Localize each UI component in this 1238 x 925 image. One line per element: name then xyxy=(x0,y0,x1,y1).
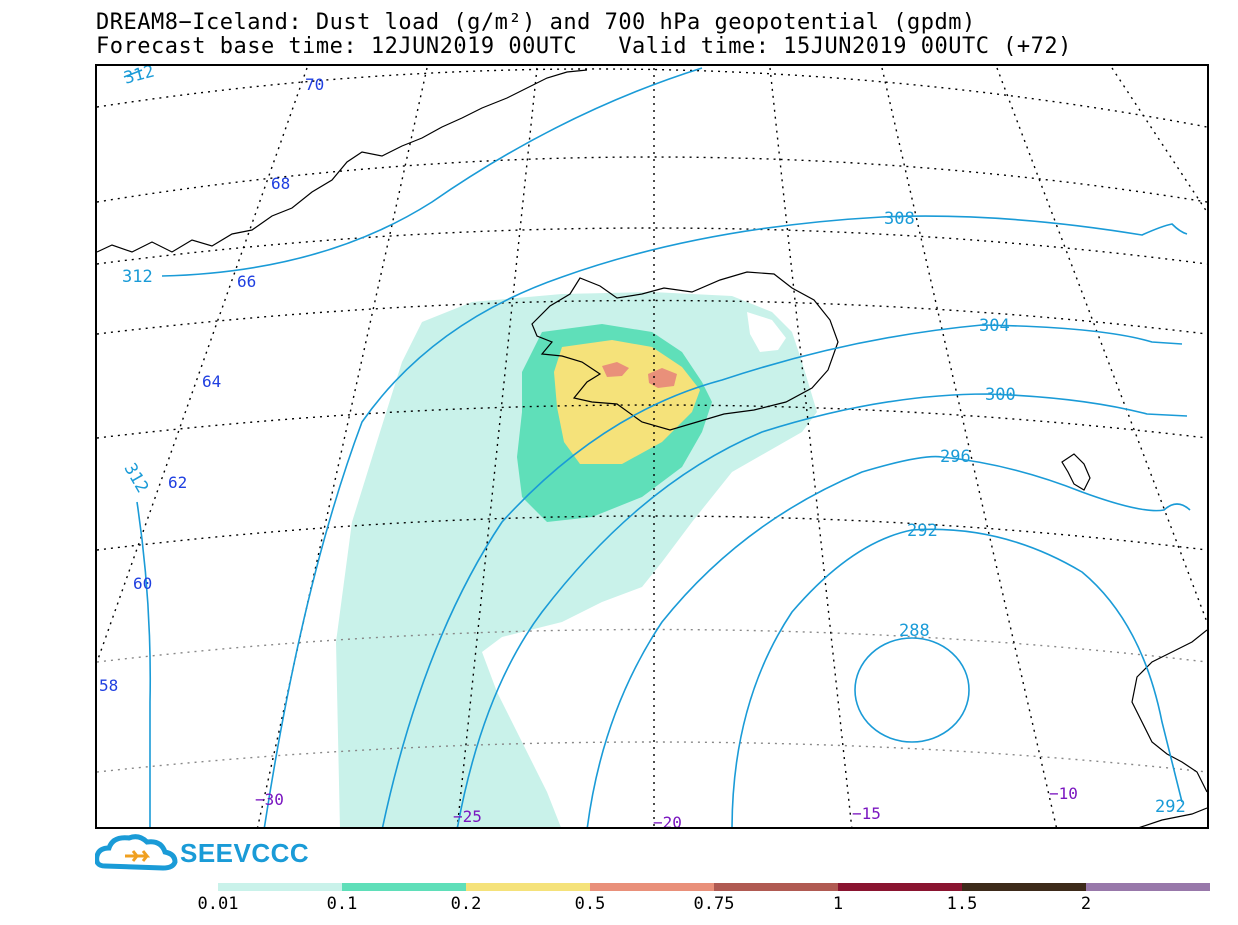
longitude-labels: −30 −25 −20 −15 −10 xyxy=(255,784,1078,827)
coastlines xyxy=(97,69,1207,827)
geopotential-contours xyxy=(123,67,1191,827)
lat-label: 64 xyxy=(202,372,221,391)
colorbar-label: 0.01 xyxy=(197,894,239,914)
colorbar-segment xyxy=(838,883,962,891)
dust-shading xyxy=(336,292,817,827)
colorbar-segment xyxy=(1086,883,1210,891)
colorbar-segment xyxy=(714,883,838,891)
lon-label: −30 xyxy=(255,790,284,809)
contour-296 xyxy=(586,455,1191,827)
contour-304 xyxy=(381,324,1183,827)
geo-label: 304 xyxy=(979,316,1010,336)
colorbar-segment xyxy=(218,883,342,891)
colorbar-label: 1.5 xyxy=(946,894,978,914)
dust-clear-hole xyxy=(747,312,786,352)
lon-label: −15 xyxy=(852,804,881,823)
colorbar-segment xyxy=(466,883,590,891)
lat-label: 58 xyxy=(99,676,118,695)
colorbar-label: 0.1 xyxy=(326,894,358,914)
colorbar-label: 0.75 xyxy=(693,894,735,914)
legend-colorbar xyxy=(218,883,1210,891)
contour-312-north xyxy=(161,67,703,277)
geo-label: 312 xyxy=(122,66,157,89)
geo-label: 312 xyxy=(120,460,153,497)
geo-label: 296 xyxy=(940,447,971,467)
map-panel: 312 312 312 308 304 300 296 292 288 292 … xyxy=(95,64,1209,829)
geo-label: 312 xyxy=(122,267,153,287)
dust-region-05b xyxy=(648,368,677,388)
colorbar-label: 2 xyxy=(1080,894,1092,914)
greenland-coast xyxy=(97,69,588,253)
geo-label: 288 xyxy=(899,621,930,641)
lon-label: −20 xyxy=(653,813,682,827)
contour-312-west xyxy=(136,501,152,827)
geo-label: 300 xyxy=(985,385,1016,405)
logo-text: SEEVCCC xyxy=(180,838,310,868)
lon-label: −25 xyxy=(453,807,482,826)
lat-label: 68 xyxy=(271,174,290,193)
graticule xyxy=(97,67,1207,827)
geo-label: 308 xyxy=(884,209,915,229)
lat-label: 70 xyxy=(305,75,324,94)
colorbar-segment xyxy=(342,883,466,891)
scotland-coast xyxy=(1139,807,1207,827)
geo-label: 292 xyxy=(907,521,938,541)
norway-coast xyxy=(1131,629,1207,793)
chart-subtitle-times: Forecast base time: 12JUN2019 00UTC Vali… xyxy=(96,34,1072,59)
colorbar-label: 0.2 xyxy=(450,894,482,914)
iceland-coast xyxy=(531,271,839,431)
contour-292 xyxy=(731,528,1183,827)
chart-title: DREAM8−Iceland: Dust load (g/m²) and 700… xyxy=(96,10,976,35)
lat-label: 60 xyxy=(133,574,152,593)
map-canvas: 312 312 312 308 304 300 296 292 288 292 … xyxy=(97,66,1207,827)
geo-label: 292 xyxy=(1155,797,1186,817)
dust-region-05a xyxy=(602,362,629,377)
contour-300 xyxy=(456,393,1188,827)
colorbar-label: 0.5 xyxy=(574,894,606,914)
faroe-coast xyxy=(1061,453,1091,491)
contour-308 xyxy=(263,215,1188,827)
lat-label: 62 xyxy=(168,473,187,492)
latitude-labels: 70 68 66 64 62 60 58 xyxy=(99,75,324,695)
colorbar-label: 1 xyxy=(832,894,844,914)
contour-312-nw xyxy=(123,69,143,78)
geopotential-labels: 312 312 312 308 304 300 296 292 288 292 xyxy=(120,66,1186,817)
colorbar-segment xyxy=(590,883,714,891)
contour-288 xyxy=(854,637,970,743)
lat-label: 66 xyxy=(237,272,256,291)
cloud-arrow-icon xyxy=(95,834,178,871)
colorbar-segment xyxy=(962,883,1086,891)
lon-label: −10 xyxy=(1049,784,1078,803)
